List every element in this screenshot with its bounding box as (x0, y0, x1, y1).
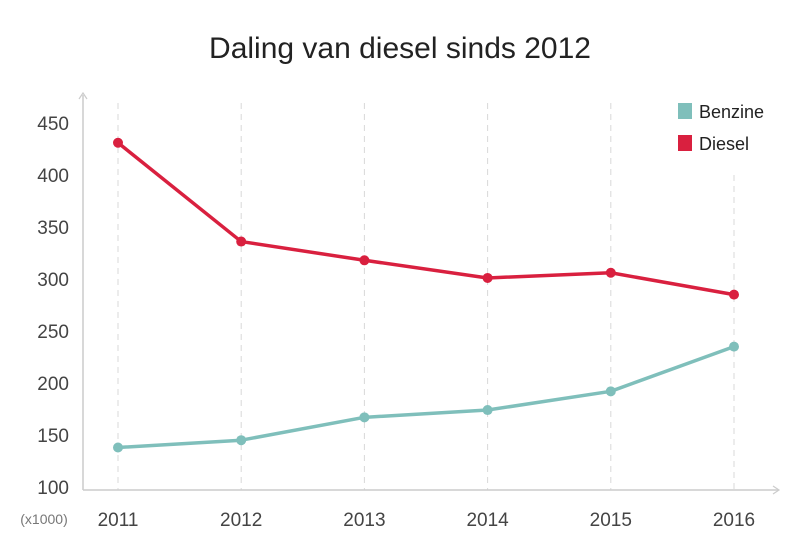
series-line-diesel (116, 141, 735, 297)
data-point-diesel (236, 236, 247, 247)
chart-title: Daling van diesel sinds 2012 (209, 32, 591, 65)
x-tick-label: 2016 (713, 510, 755, 531)
data-point-benzine (482, 405, 493, 416)
y-tick-label: 200 (37, 374, 69, 395)
x-tick-label: 2011 (98, 510, 139, 531)
data-point-diesel (605, 267, 616, 278)
data-point-benzine (236, 435, 247, 446)
x-tick-label: 2014 (466, 510, 509, 531)
data-point-diesel (113, 137, 123, 148)
x-tick-label: 2015 (590, 510, 632, 531)
x-axis-arrow (772, 485, 781, 495)
legend-label-benzine: Benzine (699, 102, 764, 122)
legend-label-diesel: Diesel (699, 134, 749, 154)
data-point-benzine (605, 386, 616, 397)
y-tick-label: 250 (37, 322, 69, 343)
y-tick-label: 300 (37, 270, 69, 291)
data-point-diesel (482, 272, 493, 283)
data-point-benzine (359, 412, 370, 423)
y-tick-label: 400 (37, 166, 69, 187)
y-unit-label: (x1000) (20, 511, 67, 527)
data-point-diesel (359, 255, 370, 266)
y-axis-arrow (78, 91, 88, 100)
data-point-benzine (729, 341, 739, 352)
y-tick-label: 150 (37, 426, 69, 447)
series-line-benzine (117, 344, 735, 450)
x-tick-label: 2013 (343, 510, 385, 531)
legend-swatch-benzine (678, 103, 692, 119)
y-tick-label: 100 (37, 478, 69, 499)
y-tick-label: 350 (37, 218, 69, 239)
data-point-diesel (729, 289, 739, 300)
grid-lines (117, 103, 735, 490)
x-tick-label: 2012 (220, 510, 262, 531)
y-tick-label: 450 (37, 114, 69, 135)
data-point-benzine (113, 442, 123, 453)
legend-swatch-diesel (678, 135, 692, 151)
